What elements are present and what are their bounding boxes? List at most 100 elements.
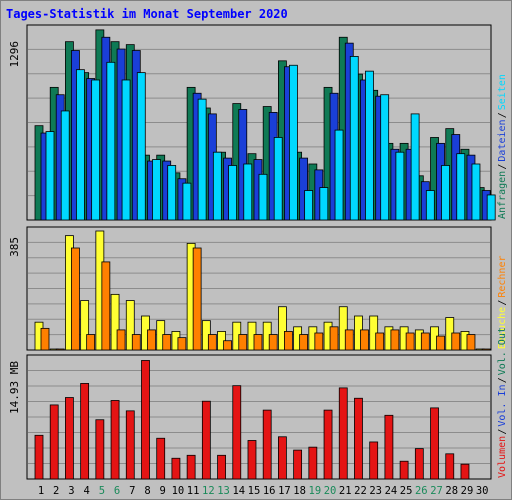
bar-hits-seiten-25 xyxy=(410,113,420,221)
x-tick-label: 1 xyxy=(38,485,44,497)
bar-visits-rechner-21 xyxy=(344,329,354,351)
y-max-label-volume: 14.93 MB xyxy=(8,361,21,414)
x-tick-label: 13 xyxy=(217,485,230,497)
bar-volume-volumen-5 xyxy=(95,419,105,480)
bar-visits-rechner-10 xyxy=(177,337,187,351)
bar-visits-besuche-21 xyxy=(338,306,348,351)
bar-volume-volumen-6 xyxy=(110,400,120,480)
bar-volume-volumen-7 xyxy=(125,410,135,480)
bar-visits-besuche-7 xyxy=(125,300,135,351)
bar-volume-volumen-28 xyxy=(445,453,455,480)
x-tick-label: 3 xyxy=(68,485,74,497)
bar-visits-rechner-27 xyxy=(436,335,445,351)
bar-volume-volumen-8 xyxy=(141,360,150,480)
bar-visits-rechner-2 xyxy=(55,348,65,351)
legend-separator: / xyxy=(497,300,508,306)
bar-visits-rechner-5 xyxy=(101,261,111,351)
x-tick-label: 12 xyxy=(202,485,215,497)
bar-hits-seiten-21 xyxy=(349,56,359,221)
bar-hits-seiten-8 xyxy=(152,159,161,221)
bar-visits-rechner-23 xyxy=(375,332,385,351)
legend-separator: / xyxy=(497,164,508,170)
legend-hits-dateien: Dateien xyxy=(497,119,508,161)
x-tick-label: 30 xyxy=(476,485,489,497)
bar-volume-volumen-27 xyxy=(430,407,439,480)
bar-visits-rechner-15 xyxy=(253,334,263,351)
x-tick-label: 24 xyxy=(385,485,398,497)
x-tick-label: 20 xyxy=(324,485,337,497)
x-tick-label: 9 xyxy=(160,485,166,497)
x-tick-label: 2 xyxy=(53,485,59,497)
bar-volume-volumen-4 xyxy=(80,383,90,480)
bar-volume-volumen-11 xyxy=(186,454,196,480)
x-tick-label: 10 xyxy=(172,485,185,497)
bar-visits-rechner-3 xyxy=(71,247,80,351)
bar-volume-volumen-23 xyxy=(369,441,379,480)
bar-hits-seiten-7 xyxy=(136,72,146,221)
bar-hits-seiten-5 xyxy=(106,61,116,221)
bar-hits-seiten-20 xyxy=(334,129,344,221)
bar-hits-seiten-6 xyxy=(121,79,131,221)
bar-volume-volumen-25 xyxy=(399,460,409,480)
bar-hits-seiten-22 xyxy=(365,70,374,221)
bar-hits-seiten-16 xyxy=(273,137,283,221)
bar-hits-seiten-18 xyxy=(304,190,314,221)
x-tick-label: 6 xyxy=(114,485,120,497)
bar-visits-rechner-16 xyxy=(268,334,278,351)
bar-volume-volumen-18 xyxy=(293,449,303,480)
bar-hits-dateien-18 xyxy=(299,157,309,221)
bar-visits-rechner-12 xyxy=(207,334,217,351)
bar-visits-rechner-22 xyxy=(360,329,369,351)
bar-volume-volumen-21 xyxy=(338,387,348,480)
bar-hits-seiten-23 xyxy=(380,94,390,221)
bar-hits-seiten-1 xyxy=(45,131,55,221)
bar-volume-volumen-1 xyxy=(34,434,44,480)
bar-hits-seiten-4 xyxy=(91,79,101,221)
bar-visits-rechner-26 xyxy=(420,332,430,351)
bar-hits-seiten-11 xyxy=(197,98,207,221)
bar-hits-seiten-28 xyxy=(456,153,466,221)
y-max-label-hits: 1296 xyxy=(8,41,21,68)
x-tick-label: 28 xyxy=(445,485,458,497)
legend-separator: / xyxy=(497,112,508,118)
bar-visits-rechner-24 xyxy=(390,329,400,351)
x-tick-label: 7 xyxy=(129,485,135,497)
bar-hits-seiten-24 xyxy=(395,151,405,221)
x-tick-label: 21 xyxy=(339,485,352,497)
bar-visits-rechner-7 xyxy=(131,334,141,351)
legend-visits-besuche: Besuche xyxy=(497,307,508,349)
bar-visits-rechner-4 xyxy=(86,334,96,351)
bar-volume-volumen-19 xyxy=(308,446,318,480)
bar-visits-rechner-30 xyxy=(481,348,491,351)
bar-volume-volumen-16 xyxy=(262,409,272,480)
x-tick-label: 25 xyxy=(400,485,413,497)
bar-hits-seiten-10 xyxy=(182,182,192,221)
legend-hits-seiten: Seiten xyxy=(497,74,508,110)
x-tick-label: 22 xyxy=(354,485,367,497)
bar-visits-rechner-14 xyxy=(238,334,248,351)
x-tick-label: 29 xyxy=(461,485,474,497)
legend-separator: / xyxy=(497,429,508,435)
legend-separator: / xyxy=(497,377,508,383)
bar-volume-volumen-9 xyxy=(156,437,166,480)
x-tick-label: 26 xyxy=(415,485,428,497)
x-tick-label: 14 xyxy=(232,485,245,497)
bar-volume-volumen-22 xyxy=(354,397,363,480)
bar-visits-besuche-17 xyxy=(278,306,287,351)
bar-hits-seiten-15 xyxy=(258,173,268,221)
bar-volume-volumen-14 xyxy=(232,385,242,480)
x-tick-label: 19 xyxy=(309,485,322,497)
legend-volume-vol-in: Vol. In xyxy=(497,384,508,426)
bar-visits-rechner-25 xyxy=(405,332,415,351)
bar-hits-seiten-27 xyxy=(441,165,450,221)
x-tick-label: 23 xyxy=(369,485,382,497)
bar-hits-seiten-14 xyxy=(243,163,253,221)
bar-volume-volumen-26 xyxy=(414,448,424,480)
bar-volume-volumen-20 xyxy=(323,409,333,480)
x-tick-label: 16 xyxy=(263,485,276,497)
legend-visits-rechner: Rechner xyxy=(497,255,508,297)
bar-visits-rechner-8 xyxy=(147,329,156,351)
bar-hits-seiten-12 xyxy=(212,151,222,221)
bar-hits-seiten-2 xyxy=(60,110,70,221)
